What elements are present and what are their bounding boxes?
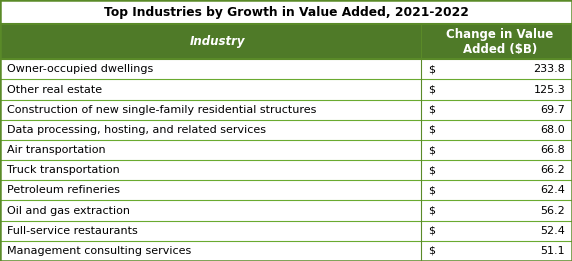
Text: $: $ (428, 246, 435, 256)
Text: Other real estate: Other real estate (7, 85, 102, 94)
Text: 52.4: 52.4 (541, 226, 565, 236)
Bar (0, 24, 572, 59)
Text: Change in Value
Added ($B): Change in Value Added ($B) (446, 28, 554, 56)
Text: Data processing, hosting, and related services: Data processing, hosting, and related se… (7, 125, 266, 135)
Text: Management consulting services: Management consulting services (7, 246, 191, 256)
Bar (0, 79, 572, 100)
Text: 56.2: 56.2 (541, 206, 565, 216)
Text: Truck transportation: Truck transportation (7, 165, 120, 175)
Text: Oil and gas extraction: Oil and gas extraction (7, 206, 130, 216)
Bar (0, 0, 572, 24)
Text: Full-service restaurants: Full-service restaurants (7, 226, 138, 236)
Text: Construction of new single-family residential structures: Construction of new single-family reside… (7, 105, 316, 115)
Text: Industry: Industry (189, 35, 245, 48)
Bar (0, 221, 572, 241)
Bar (0, 160, 572, 180)
Text: 68.0: 68.0 (541, 125, 565, 135)
Bar (0, 140, 572, 160)
Text: 66.8: 66.8 (541, 145, 565, 155)
Text: 233.8: 233.8 (533, 64, 565, 74)
Text: 62.4: 62.4 (541, 185, 565, 195)
Text: $: $ (428, 85, 435, 94)
Text: $: $ (428, 145, 435, 155)
Text: 125.3: 125.3 (533, 85, 565, 94)
Bar (0, 59, 572, 79)
Bar (0, 120, 572, 140)
Text: $: $ (428, 226, 435, 236)
Text: Top Industries by Growth in Value Added, 2021-2022: Top Industries by Growth in Value Added,… (104, 5, 468, 19)
Text: $: $ (428, 64, 435, 74)
Text: $: $ (428, 185, 435, 195)
Text: $: $ (428, 125, 435, 135)
Text: $: $ (428, 105, 435, 115)
Text: Petroleum refineries: Petroleum refineries (7, 185, 120, 195)
Bar (0, 241, 572, 261)
Bar (0, 100, 572, 120)
Text: 51.1: 51.1 (541, 246, 565, 256)
Text: 66.2: 66.2 (541, 165, 565, 175)
Text: $: $ (428, 165, 435, 175)
Bar (0, 200, 572, 221)
Bar (0, 180, 572, 200)
Text: Owner-occupied dwellings: Owner-occupied dwellings (7, 64, 153, 74)
Text: $: $ (428, 206, 435, 216)
Text: Air transportation: Air transportation (7, 145, 105, 155)
Text: 69.7: 69.7 (541, 105, 565, 115)
